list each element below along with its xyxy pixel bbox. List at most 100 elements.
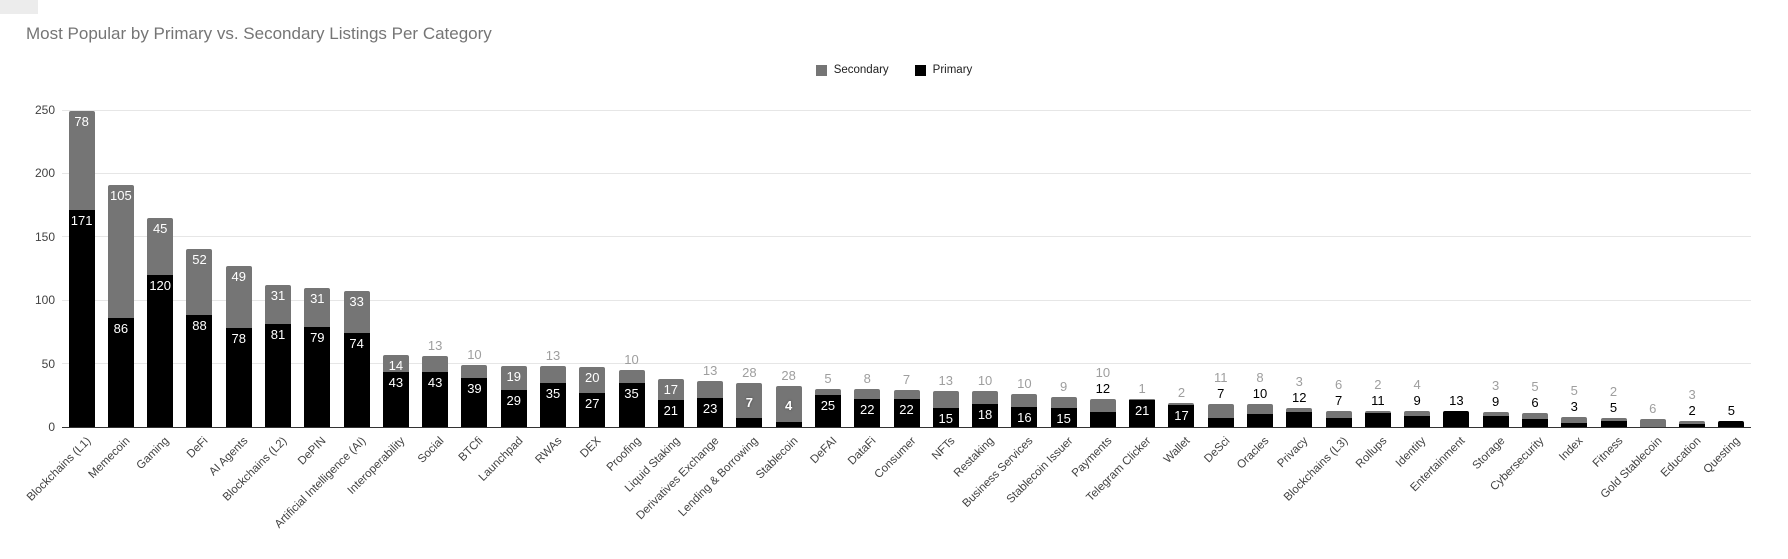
value-label-primary: 78 xyxy=(231,331,246,347)
bar-primary-segment[interactable] xyxy=(1011,406,1038,427)
bar-secondary-segment[interactable] xyxy=(854,388,881,400)
bar-primary-segment[interactable] xyxy=(500,390,527,427)
bar-primary-segment[interactable] xyxy=(68,210,95,427)
bar-secondary-segment[interactable] xyxy=(893,390,920,400)
bar-secondary-segment[interactable] xyxy=(932,391,959,408)
bar-secondary-segment[interactable] xyxy=(461,364,488,378)
bar-primary-segment[interactable] xyxy=(1600,420,1627,427)
value-label-secondary: 3 xyxy=(1492,377,1500,393)
value-label-secondary: 3 xyxy=(1688,386,1696,402)
bar-secondary-segment[interactable] xyxy=(618,369,645,383)
bar-primary-segment[interactable] xyxy=(1286,411,1313,427)
bar-secondary-segment[interactable] xyxy=(1286,407,1313,412)
bar-secondary-segment[interactable] xyxy=(1089,399,1116,412)
bar-secondary-segment[interactable] xyxy=(343,291,370,334)
bar-secondary-segment[interactable] xyxy=(775,386,802,422)
bar-primary-segment[interactable] xyxy=(186,315,213,427)
value-label-secondary: 1 xyxy=(1138,381,1146,397)
bar-primary-segment[interactable] xyxy=(854,399,881,427)
value-label-primary: 18 xyxy=(977,407,993,423)
bar-secondary-segment[interactable] xyxy=(657,378,684,401)
value-label-primary: 35 xyxy=(624,385,639,401)
value-label-secondary: 78 xyxy=(74,114,89,130)
bar-secondary-segment[interactable] xyxy=(697,381,724,398)
bar-secondary-segment[interactable] xyxy=(579,367,606,393)
bar-primary-segment[interactable] xyxy=(972,404,999,427)
bar-primary-segment[interactable] xyxy=(775,421,802,427)
value-label-primary: 81 xyxy=(270,327,286,343)
bar-primary-segment[interactable] xyxy=(618,382,645,427)
value-label-secondary: 28 xyxy=(742,364,757,380)
bar-secondary-segment[interactable] xyxy=(1129,399,1156,401)
bar-primary-segment[interactable] xyxy=(147,274,174,427)
bar-secondary-segment[interactable] xyxy=(1679,420,1706,425)
bar-primary-segment[interactable] xyxy=(1521,419,1548,427)
bar-secondary-segment[interactable] xyxy=(1011,394,1038,407)
legend-swatch-secondary-icon xyxy=(815,64,827,76)
bar-primary-segment[interactable] xyxy=(422,372,449,427)
bar-primary-segment[interactable] xyxy=(343,333,370,427)
bar-primary-segment[interactable] xyxy=(1482,415,1509,427)
bar-primary-segment[interactable] xyxy=(579,392,606,427)
y-axis-tick-label: 200 xyxy=(34,166,55,181)
bar-secondary-segment[interactable] xyxy=(1207,404,1234,419)
bar-secondary-segment[interactable] xyxy=(1482,411,1509,416)
bar-secondary-segment[interactable] xyxy=(500,366,527,391)
bar-secondary-segment[interactable] xyxy=(1325,410,1352,419)
value-label-primary: 17 xyxy=(1174,408,1189,424)
bar-secondary-segment[interactable] xyxy=(1639,419,1666,427)
bar-primary-segment[interactable] xyxy=(1404,415,1431,427)
bar-primary-segment[interactable] xyxy=(1168,405,1195,427)
bar-secondary-segment[interactable] xyxy=(1168,402,1195,406)
bar-primary-segment[interactable] xyxy=(697,397,724,427)
bar-secondary-segment[interactable] xyxy=(1600,418,1627,421)
bar-primary-segment[interactable] xyxy=(1561,423,1588,427)
bar-primary-segment[interactable] xyxy=(1247,414,1273,427)
bar-primary-segment[interactable] xyxy=(265,324,292,427)
bar-secondary-segment[interactable] xyxy=(382,354,409,373)
bar-secondary-segment[interactable] xyxy=(225,265,252,329)
bar-secondary-segment[interactable] xyxy=(1364,410,1391,414)
bar-secondary-segment[interactable] xyxy=(539,366,566,383)
bar-primary-segment[interactable] xyxy=(814,395,841,427)
bar-primary-segment[interactable] xyxy=(1364,413,1391,427)
bar-primary-segment[interactable] xyxy=(382,372,409,427)
bar-secondary-segment[interactable] xyxy=(265,284,292,325)
bar-primary-segment[interactable] xyxy=(1718,420,1745,427)
bar-secondary-segment[interactable] xyxy=(1561,416,1588,424)
bar-secondary-segment[interactable] xyxy=(147,217,174,275)
bar-secondary-segment[interactable] xyxy=(972,391,999,405)
bar-primary-segment[interactable] xyxy=(304,326,331,427)
bar-primary-segment[interactable] xyxy=(1443,410,1470,427)
bar-secondary-segment[interactable] xyxy=(422,355,449,373)
bar-secondary-segment[interactable] xyxy=(107,184,134,318)
bar-primary-segment[interactable] xyxy=(1679,424,1706,427)
bar-primary-segment[interactable] xyxy=(893,399,920,427)
bar-primary-segment[interactable] xyxy=(107,317,134,427)
bar-primary-segment[interactable] xyxy=(1089,411,1116,427)
bar-secondary-segment[interactable] xyxy=(186,249,213,316)
value-label-secondary: 11 xyxy=(1213,370,1228,386)
value-label-primary: 27 xyxy=(585,395,600,411)
bar-primary-segment[interactable] xyxy=(932,407,959,427)
bar-primary-segment[interactable] xyxy=(1207,418,1234,427)
bar-primary-segment[interactable] xyxy=(539,382,566,427)
value-label-primary: 15 xyxy=(1056,410,1071,426)
bar-primary-segment[interactable] xyxy=(657,400,684,427)
bar-secondary-segment[interactable] xyxy=(68,111,95,211)
bar-secondary-segment[interactable] xyxy=(814,388,841,396)
bar-primary-segment[interactable] xyxy=(1325,418,1352,427)
bar-secondary-segment[interactable] xyxy=(1521,413,1548,420)
value-label-primary: 29 xyxy=(506,393,521,409)
bar-primary-segment[interactable] xyxy=(1129,400,1156,427)
bar-primary-segment[interactable] xyxy=(736,418,763,427)
bar-secondary-segment[interactable] xyxy=(1050,396,1077,408)
bar-secondary-segment[interactable] xyxy=(304,287,331,327)
bar-secondary-segment[interactable] xyxy=(1404,410,1431,416)
bar-primary-segment[interactable] xyxy=(461,377,488,427)
bar-secondary-segment[interactable] xyxy=(736,382,763,419)
bar-secondary-segment[interactable] xyxy=(1247,404,1273,415)
bar-primary-segment[interactable] xyxy=(225,328,252,427)
bar-primary-segment[interactable] xyxy=(1050,407,1077,427)
